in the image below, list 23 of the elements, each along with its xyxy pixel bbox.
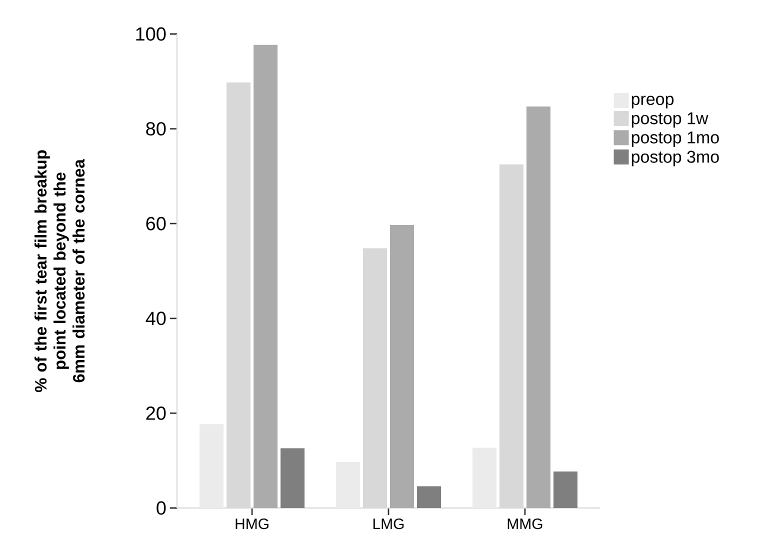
bar — [336, 462, 360, 508]
y-tick-label: 0 — [156, 501, 166, 515]
bar — [200, 424, 224, 508]
x-tick-label: MMG — [508, 518, 542, 530]
legend-label: postop 1mo — [632, 132, 719, 147]
bar — [472, 448, 496, 508]
y-tick-label: 40 — [146, 312, 166, 326]
bar — [390, 225, 414, 508]
bar — [553, 472, 578, 508]
bar — [254, 44, 278, 508]
legend-label: preop — [632, 96, 674, 108]
y-tick-label: 60 — [146, 216, 166, 230]
bar — [526, 106, 550, 508]
y-tick-label: 20 — [146, 406, 166, 420]
x-tick-label: HMG — [236, 518, 268, 530]
legend-label: postop 1w — [632, 112, 708, 128]
legend-label: postop 3mo — [632, 150, 719, 166]
y-tick-label: 100 — [136, 27, 166, 41]
y-tick-label: 80 — [146, 122, 166, 136]
x-tick-label: LMG — [373, 518, 404, 530]
bar — [280, 448, 305, 508]
bar — [417, 486, 442, 508]
y-axis-title: % of the first tear film breakup point located beyond the 6mm diameter of the cornea — [34, 150, 85, 392]
